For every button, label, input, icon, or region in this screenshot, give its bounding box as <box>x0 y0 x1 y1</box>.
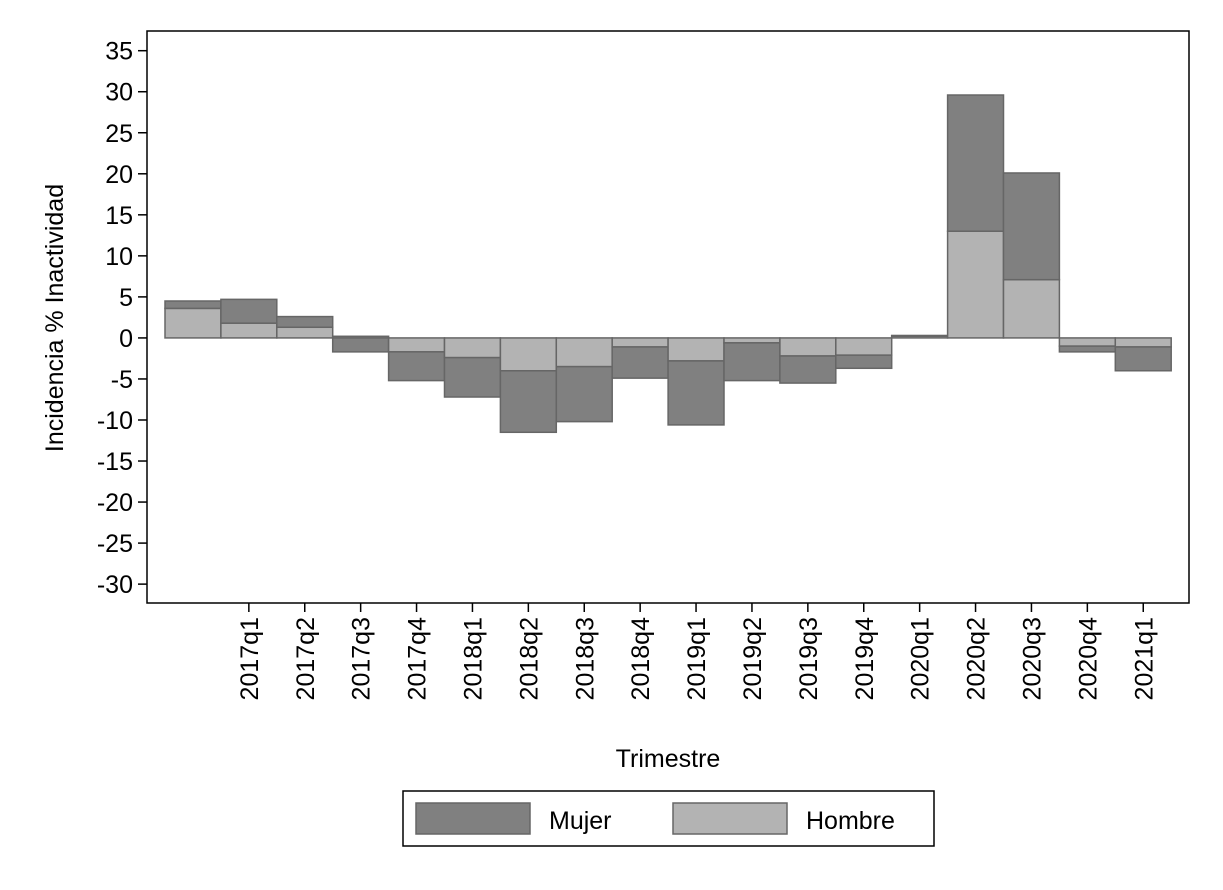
bar <box>1002 172 1061 281</box>
bar <box>555 337 613 368</box>
y-tick-label: -5 <box>111 366 133 394</box>
x-tick-label: 2020q3 <box>1018 617 1046 700</box>
bar <box>499 337 558 372</box>
y-axis-label: Incidencia % Inactividad <box>41 184 69 452</box>
bar <box>779 355 837 384</box>
x-tick-label: 2021q1 <box>1130 617 1158 700</box>
x-tick-label: 2019q4 <box>851 617 879 701</box>
bar <box>611 337 669 348</box>
bar <box>443 337 502 359</box>
y-tick-label: 10 <box>105 243 133 271</box>
y-tick-label: 5 <box>119 284 133 312</box>
bar <box>835 337 893 356</box>
bar <box>276 315 334 329</box>
x-tick-label: 2017q3 <box>348 617 376 700</box>
y-tick-label: 15 <box>105 202 133 230</box>
bar <box>779 337 837 357</box>
x-tick-label: 2017q4 <box>404 617 432 701</box>
x-tick-label: 2019q2 <box>739 617 767 700</box>
bar <box>276 326 334 339</box>
bar <box>387 337 446 353</box>
y-tick-label: 35 <box>105 38 133 66</box>
x-tick-label: 2018q2 <box>515 617 543 700</box>
legend-swatch <box>672 802 788 835</box>
y-tick-label: 20 <box>105 161 133 189</box>
bar <box>443 356 502 398</box>
plot-frame <box>146 30 1190 604</box>
bar <box>1114 346 1172 372</box>
bar <box>331 337 390 353</box>
bar <box>835 354 893 370</box>
bar <box>1114 337 1172 348</box>
x-tick-label: 2018q4 <box>627 617 655 701</box>
bar <box>220 322 278 339</box>
bar <box>890 334 949 338</box>
bar <box>667 360 725 426</box>
bar <box>499 370 558 434</box>
bar <box>611 346 669 379</box>
x-tick-label: 2017q1 <box>236 617 264 700</box>
bar <box>387 351 446 382</box>
y-tick-label: 30 <box>105 79 133 107</box>
bar <box>946 230 1005 339</box>
bar <box>723 342 781 382</box>
bar <box>555 365 613 423</box>
bar <box>164 307 222 339</box>
legend-label: Hombre <box>806 807 895 835</box>
y-tick-label: -15 <box>97 448 133 476</box>
legend-box <box>402 790 935 847</box>
y-tick-label: -10 <box>97 407 133 435</box>
x-tick-label: 2019q1 <box>683 617 711 700</box>
y-tick-label: 0 <box>119 325 133 353</box>
bar <box>164 300 222 310</box>
x-axis-label: Trimestre <box>616 745 721 773</box>
x-tick-label: 2017q2 <box>292 617 320 700</box>
y-tick-label: -30 <box>97 571 133 599</box>
x-tick-label: 2020q2 <box>963 617 991 700</box>
legend-label: Mujer <box>549 807 612 835</box>
legend-swatch <box>415 802 531 835</box>
x-tick-label: 2019q3 <box>795 617 823 700</box>
bar <box>946 94 1005 232</box>
bar <box>1002 278 1061 339</box>
bar <box>1058 337 1117 347</box>
x-tick-label: 2020q1 <box>907 617 935 700</box>
x-tick-label: 2020q4 <box>1074 617 1102 701</box>
bar <box>220 298 278 324</box>
y-tick-label: -25 <box>97 530 133 558</box>
x-tick-label: 2018q3 <box>571 617 599 700</box>
bar <box>1058 345 1117 353</box>
y-tick-label: -20 <box>97 489 133 517</box>
y-tick-label: 25 <box>105 120 133 148</box>
x-tick-label: 2018q1 <box>459 617 487 700</box>
bar <box>667 337 725 362</box>
